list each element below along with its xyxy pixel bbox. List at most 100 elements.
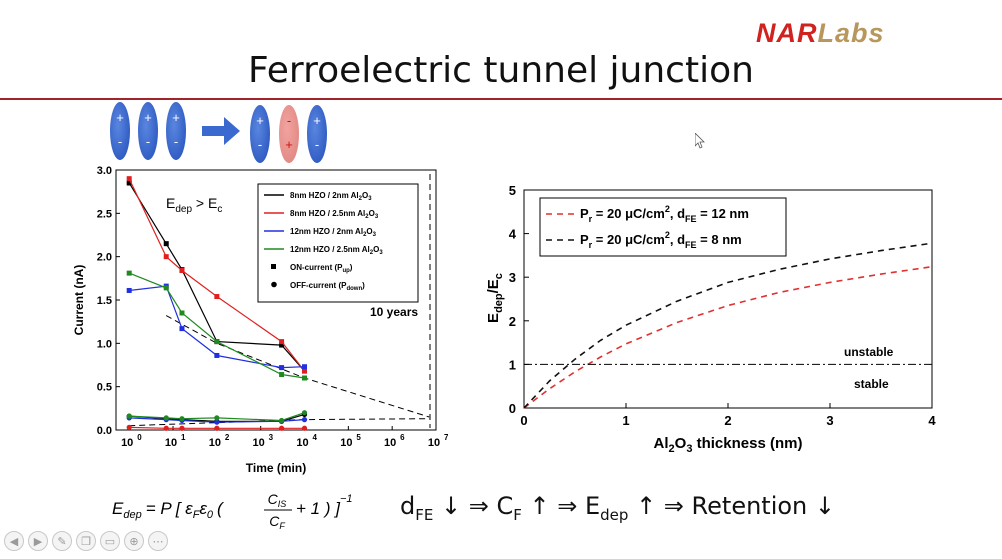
screen-icon[interactable]: ▭	[100, 531, 120, 551]
annotation-10years: 10 years	[370, 305, 418, 319]
formula-exp: −1	[340, 493, 353, 505]
xlabel-o: O	[675, 435, 687, 452]
y-tick-label: 1	[509, 357, 516, 372]
on-current-line	[128, 182, 305, 372]
xlabel: Al2O3 thickness (nm)	[654, 435, 803, 455]
legend-label-sub2: 3	[375, 214, 379, 220]
chain-part3: ↑ ⇒ Retention ↓	[636, 492, 835, 520]
domain-bottom-sign: -	[315, 137, 319, 152]
on-current-point	[214, 352, 220, 358]
y-tick-label: 2.5	[97, 208, 112, 220]
on-current-point	[279, 372, 285, 378]
series-2	[126, 283, 308, 425]
ylabel: Current (nA)	[72, 265, 86, 336]
ylabel-slash: /E	[485, 279, 502, 293]
back-icon[interactable]: ◀	[4, 531, 24, 551]
domain-bottom-sign: -	[146, 134, 150, 149]
series-group	[126, 176, 308, 431]
y-tick-label: 0	[509, 401, 516, 416]
legend-value: = 20 μC/cm	[592, 232, 665, 247]
x-tick-label: 2	[724, 413, 731, 428]
domain-bottom-sign: -	[258, 137, 262, 152]
legend-label-tail: O	[366, 227, 372, 236]
slide-title: Ferroelectric tunnel junction	[248, 50, 754, 91]
off-current-point	[179, 425, 185, 431]
x-tick-exponent: 1	[181, 433, 186, 442]
xlabel-al: Al	[654, 435, 669, 452]
legend-label: 12nm HZO / 2.5nm Al2O3	[290, 245, 383, 256]
legend-marker-circle	[271, 281, 277, 288]
formula-sub-0: 0	[207, 509, 214, 521]
x-tick-exponent: 7	[444, 433, 448, 442]
formula-eps0: ε	[199, 499, 207, 518]
legend-label-main: ON-current (P	[290, 263, 343, 272]
legend-label-tail: )	[350, 263, 353, 272]
legend-label-main: 12nm HZO / 2nm Al	[290, 227, 363, 236]
label-unstable: unstable	[844, 345, 894, 359]
legend-label: ON-current (Pup)	[290, 263, 353, 274]
chain-sub-dep: dep	[600, 505, 629, 524]
legend-sup: 2	[665, 204, 670, 214]
svg-text:CF: CF	[269, 513, 285, 531]
forward-icon[interactable]: ▶	[28, 531, 48, 551]
legend-label-main: OFF-current (P	[290, 281, 347, 290]
formula-tail: + 1 ) ]	[296, 499, 341, 518]
annotation-e: E	[166, 195, 175, 211]
series-3	[126, 270, 308, 424]
domain-illustration: + - + - + - + - - + + -	[110, 102, 327, 163]
legend-label-sub: 2	[359, 196, 363, 202]
legend-sub-r: r	[589, 214, 593, 224]
off-current-line	[129, 426, 305, 429]
off-current-point	[163, 425, 169, 431]
formula-svg: Edep = P [ εFε0( CIS CF + 1 ) ]−1	[112, 491, 352, 531]
legend-label-main: 12nm HZO / 2.5nm Al	[290, 245, 370, 254]
retention-chain: dFE ↓ ⇒ CF ↑ ⇒ Edep ↑ ⇒ Retention ↓	[400, 492, 835, 524]
x-tick-label: 3	[826, 413, 833, 428]
on-current-point	[214, 339, 220, 345]
legend-label-sub: 2	[363, 232, 367, 238]
series-group	[523, 242, 933, 409]
viewer-toolbar: ◀ ▶ ✎ ❐ ▭ ⊕ ⋯	[4, 531, 168, 555]
y-tick-label: 0.5	[97, 382, 112, 394]
legend-label-sub2: 3	[379, 250, 383, 256]
zoom-icon[interactable]: ⊕	[124, 531, 144, 551]
more-icon[interactable]: ⋯	[148, 531, 168, 551]
svg-text:+ 1 ) ]−1: + 1 ) ]−1	[296, 493, 352, 518]
xlabel-sub-3: 3	[686, 443, 692, 455]
on-current-point	[126, 180, 132, 186]
formula-cf: C	[269, 513, 280, 529]
on-current-line	[129, 285, 305, 369]
domain-after-2-flipped: - +	[279, 105, 299, 163]
on-current-point	[179, 326, 185, 332]
legend-p: P	[580, 232, 589, 247]
mouse-cursor-icon	[695, 133, 705, 149]
on-current-point	[302, 368, 308, 374]
off-current-point	[163, 415, 169, 421]
domain-top-sign: +	[313, 113, 321, 128]
ylabel-e: E	[485, 313, 502, 323]
chain-part1: ↓ ⇒ C	[440, 492, 514, 520]
y-tick-label: 1.0	[97, 338, 112, 350]
on-current-point	[302, 375, 308, 381]
xlabel-thickness: thickness (nm)	[692, 435, 802, 452]
legend-value: = 20 μC/cm	[592, 206, 665, 221]
off-current-point	[214, 419, 220, 425]
legend-label-sub2: 3	[368, 196, 372, 202]
legend-label-tail: O	[373, 245, 379, 254]
domain-after-3: + -	[307, 105, 327, 163]
on-current-point	[302, 364, 308, 370]
copy-icon[interactable]: ❐	[76, 531, 96, 551]
formula-sub-dep: dep	[123, 509, 141, 521]
off-current-point	[179, 416, 185, 422]
legend-sup: 2	[665, 230, 670, 240]
pen-icon[interactable]: ✎	[52, 531, 72, 551]
annotation-sub-c: c	[217, 204, 222, 215]
label-stable: stable	[854, 377, 889, 391]
x-tick-exponent: 3	[269, 433, 274, 442]
logo-part2: Labs	[817, 18, 885, 48]
formula-sub-is: IS	[278, 499, 287, 509]
x-tick-label: 10	[121, 437, 133, 449]
